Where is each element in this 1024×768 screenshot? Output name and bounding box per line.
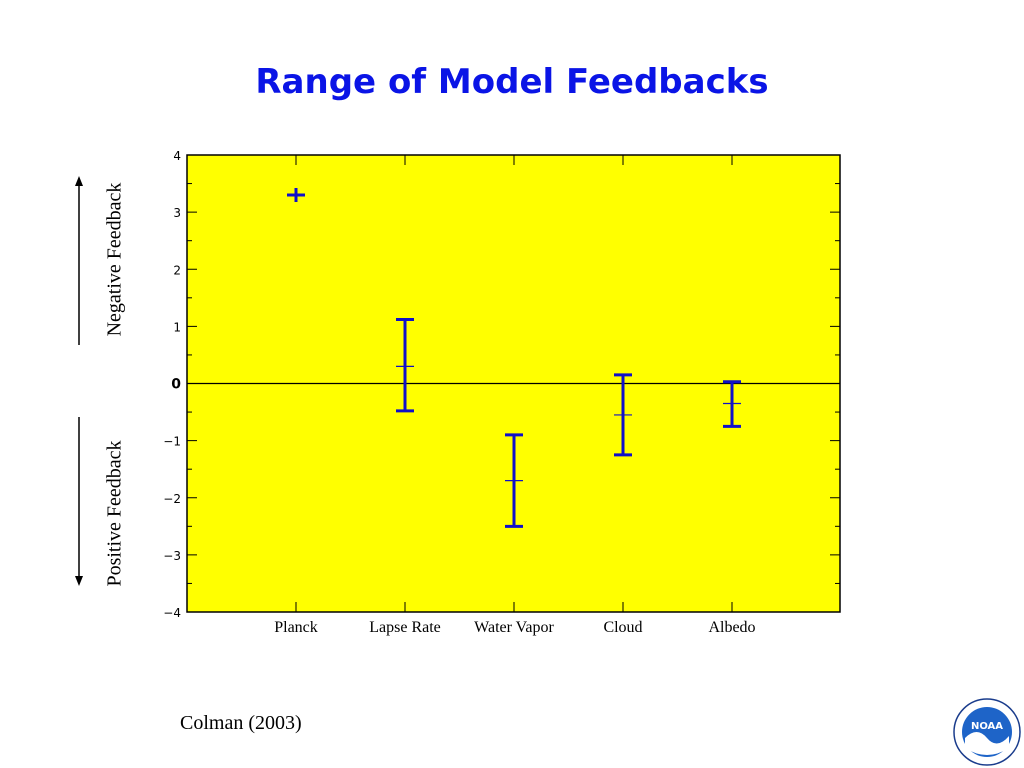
slide-title: Range of Model Feedbacks	[255, 62, 769, 102]
up-arrow-icon	[75, 176, 83, 186]
axis-ticks	[187, 154, 840, 613]
error-bar-planck	[287, 187, 305, 202]
error-bar-cloud	[614, 373, 632, 457]
noaa-logo: NOAA	[953, 698, 1021, 766]
y-tick-label: 1	[173, 320, 181, 334]
y-tick-label: −2	[163, 492, 181, 506]
y-tick-label: 3	[173, 206, 181, 220]
error-bar-albedo	[723, 380, 741, 428]
y-tick-label: 0	[171, 377, 181, 393]
negative-feedback-label: Negative Feedback	[103, 182, 126, 337]
y-tick-labels: 4 3 2 1 0 −1 −2 −3 −4	[163, 149, 181, 620]
y-tick-label: −3	[163, 549, 181, 563]
error-bar-lapse-rate	[396, 318, 414, 413]
down-arrow-icon	[75, 576, 83, 586]
x-tick-label: Albedo	[708, 619, 755, 636]
x-tick-label: Cloud	[603, 619, 642, 636]
x-tick-label: Lapse Rate	[369, 619, 441, 636]
y-tick-label: 4	[173, 149, 181, 163]
positive-feedback-label: Positive Feedback	[103, 440, 126, 587]
x-tick-label: Planck	[274, 619, 318, 636]
error-bar-water-vapor	[505, 433, 523, 528]
noaa-logo-text: NOAA	[971, 721, 1003, 732]
error-bars	[287, 187, 741, 528]
citation: Colman (2003)	[180, 712, 302, 734]
x-tick-labels: Planck Lapse Rate Water Vapor Cloud Albedo	[274, 619, 755, 636]
y-tick-label: 2	[173, 263, 181, 277]
y-tick-label: −4	[163, 606, 181, 620]
x-tick-label: Water Vapor	[474, 619, 554, 636]
y-tick-label: −1	[163, 435, 181, 449]
